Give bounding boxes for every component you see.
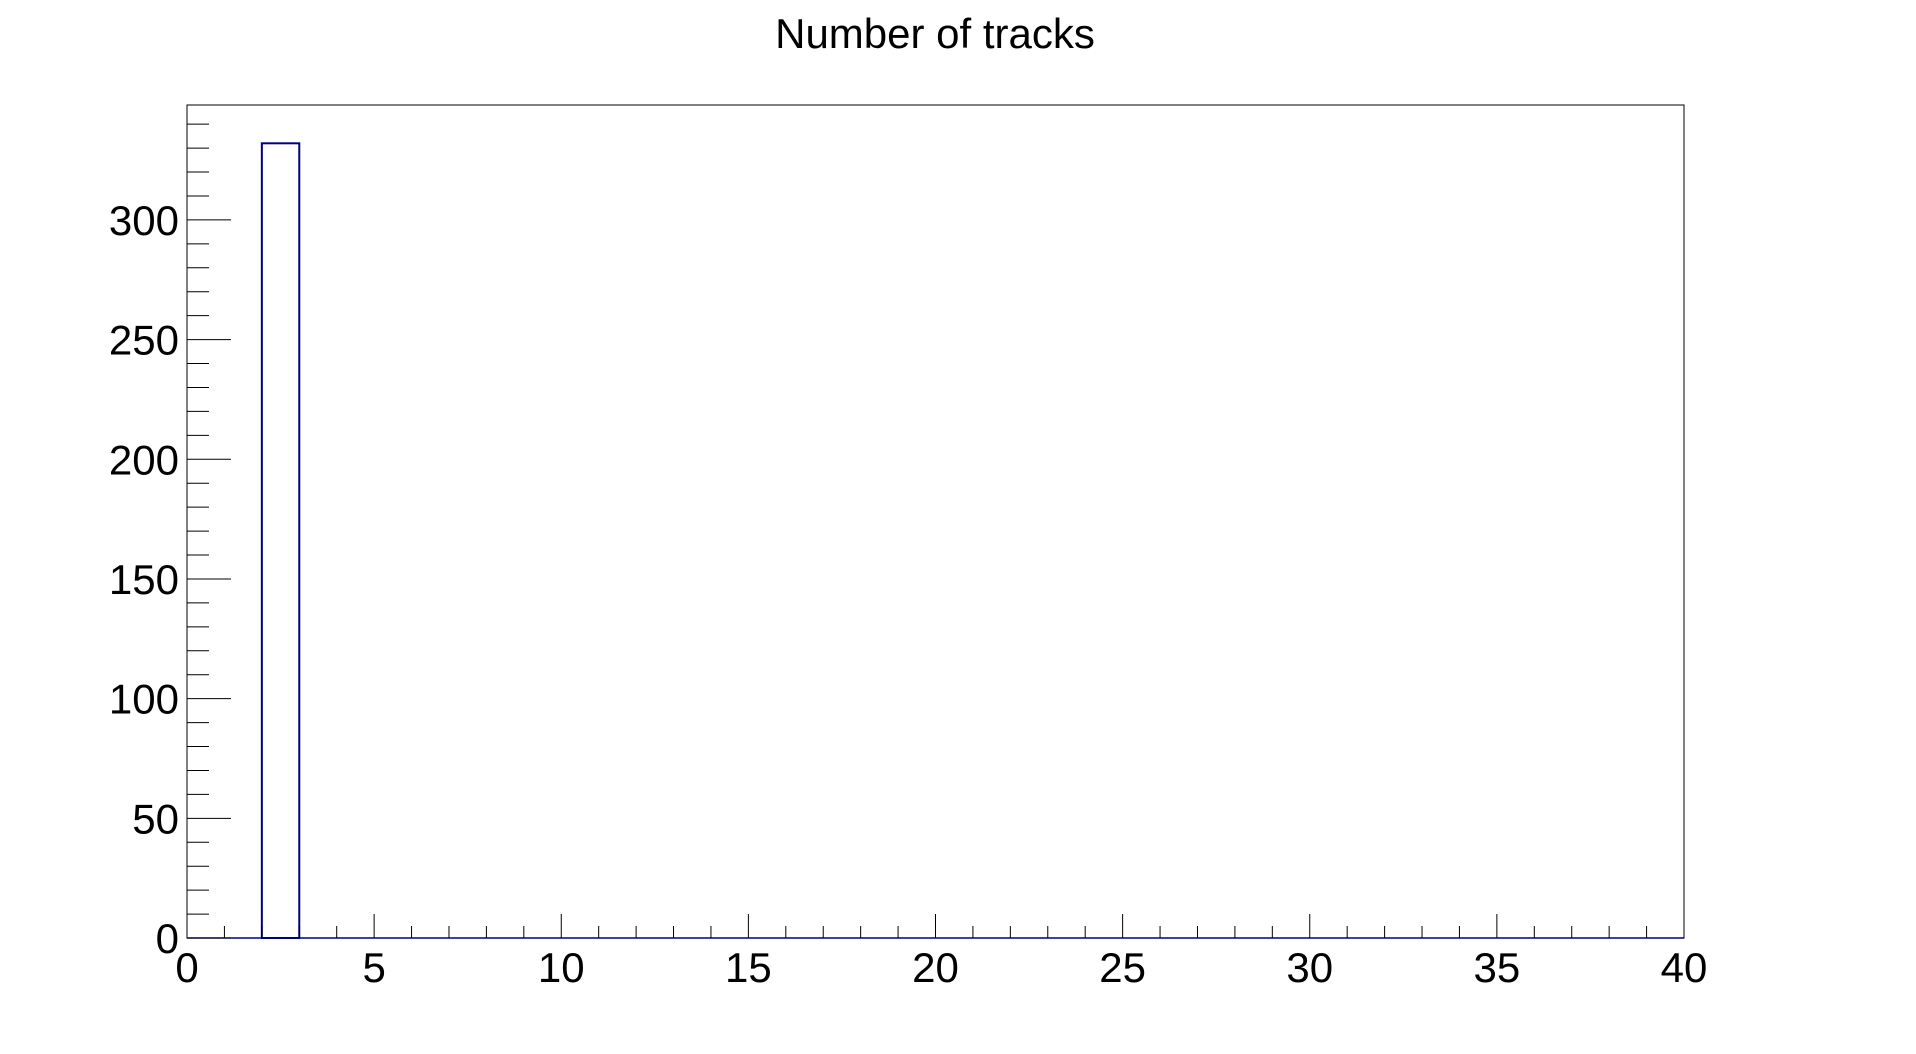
- x-tick-label: 15: [725, 944, 772, 991]
- x-tick-label: 25: [1099, 944, 1146, 991]
- y-tick-label: 250: [109, 317, 179, 364]
- x-tick-label: 5: [362, 944, 385, 991]
- histogram-bar: [260, 142, 301, 940]
- y-tick-label: 50: [132, 795, 179, 842]
- y-axis-ticks: [187, 123, 231, 939]
- x-axis-tick-labels: 0 5 10 15 20 25 30 35 40: [175, 944, 1707, 991]
- y-tick-label: 0: [156, 915, 179, 962]
- x-tick-label: 35: [1474, 944, 1521, 991]
- x-tick-label: 40: [1661, 944, 1708, 991]
- x-tick-label: 10: [538, 944, 585, 991]
- chart-title: Number of tracks: [775, 10, 1095, 57]
- y-tick-label: 200: [109, 436, 179, 483]
- x-tick-label: 20: [912, 944, 959, 991]
- bars-group: [187, 142, 1684, 940]
- x-tick-label: 30: [1286, 944, 1333, 991]
- y-tick-label: 100: [109, 676, 179, 723]
- y-axis-tick-labels: 0 50 100 150 200 250 300: [109, 197, 179, 962]
- x-tick-label: 0: [175, 944, 198, 991]
- x-axis-ticks: [186, 914, 1685, 938]
- y-tick-label: 150: [109, 556, 179, 603]
- y-tick-label: 300: [109, 197, 179, 244]
- plot-frame: [186, 104, 1685, 939]
